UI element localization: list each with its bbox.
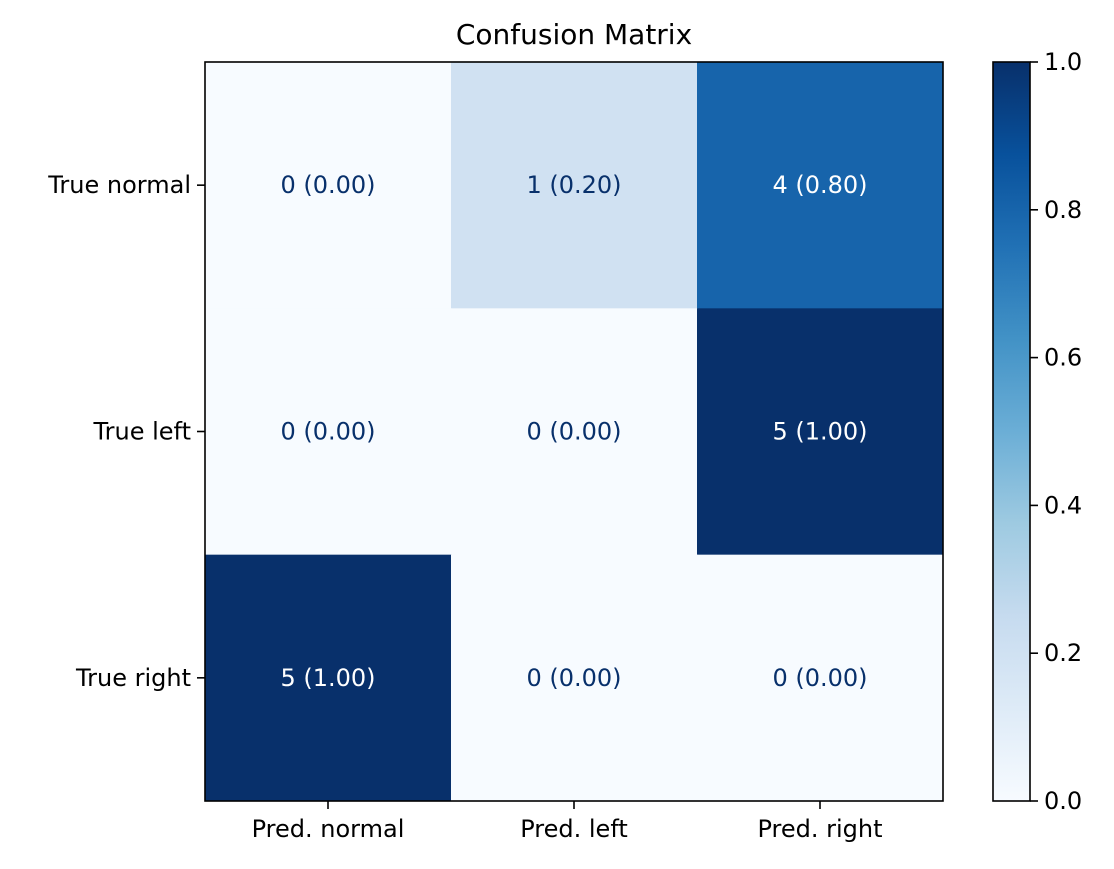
cell-label-r2-c1: 0 (0.00) (526, 664, 621, 692)
x-tick-label: Pred. left (520, 815, 628, 843)
x-tick-label: Pred. normal (252, 815, 405, 843)
chart-title: Confusion Matrix (456, 18, 692, 51)
x-axis: Pred. normal Pred. left Pred. right (252, 801, 883, 843)
cell-label-r1-c2: 5 (1.00) (772, 418, 867, 446)
colorbar-tick-label: 1.0 (1044, 48, 1082, 76)
cell-label-r0-c1: 1 (0.20) (526, 171, 621, 199)
heatmap-cell-r0-c2 (697, 62, 944, 309)
heatmap-cell-r0-c1 (451, 62, 698, 309)
cell-label-r2-c0: 5 (1.00) (280, 664, 375, 692)
x-tick-label: Pred. right (757, 815, 882, 843)
cell-labels: 0 (0.00) 1 (0.20) 4 (0.80) 0 (0.00) 0 (0.00)… (280, 171, 867, 692)
cell-label-r0-c2: 4 (0.80) (772, 171, 867, 199)
colorbar-tick-label: 0.0 (1044, 787, 1082, 815)
colorbar-ticks: 0.0 0.2 0.4 0.6 0.8 1.0 (1030, 48, 1082, 815)
heatmap-cell-r2-c0 (205, 554, 452, 802)
colorbar-tick-label: 0.6 (1044, 344, 1082, 372)
colorbar-frame (992, 61, 1031, 802)
colorbar-gradient (993, 62, 1030, 801)
heatmap-cell-r2-c1 (451, 554, 698, 802)
cell-label-r1-c0: 0 (0.00) (280, 418, 375, 446)
y-tick-label: True normal (47, 171, 191, 199)
cell-label-r0-c0: 0 (0.00) (280, 171, 375, 199)
y-tick-label: True right (75, 664, 191, 692)
heatmap-cell-r0-c0 (205, 62, 452, 309)
heatmap-cell-r1-c2 (697, 308, 944, 556)
heatmap-cell-r1-c0 (205, 308, 452, 556)
colorbar-tick-label: 0.4 (1044, 491, 1082, 519)
y-axis: True normal True left True right (47, 171, 205, 692)
colorbar-tick-label: 0.2 (1044, 639, 1082, 667)
heatmap-cell-r2-c2 (697, 554, 944, 802)
cell-label-r2-c2: 0 (0.00) (772, 664, 867, 692)
colorbar: 0.0 0.2 0.4 0.6 0.8 1.0 (992, 48, 1082, 815)
colorbar-tick-label: 0.8 (1044, 196, 1082, 224)
y-tick-label: True left (93, 418, 191, 446)
heatmap-cells (205, 62, 944, 802)
cell-label-r1-c1: 0 (0.00) (526, 418, 621, 446)
heatmap-cell-r1-c1 (451, 308, 698, 556)
